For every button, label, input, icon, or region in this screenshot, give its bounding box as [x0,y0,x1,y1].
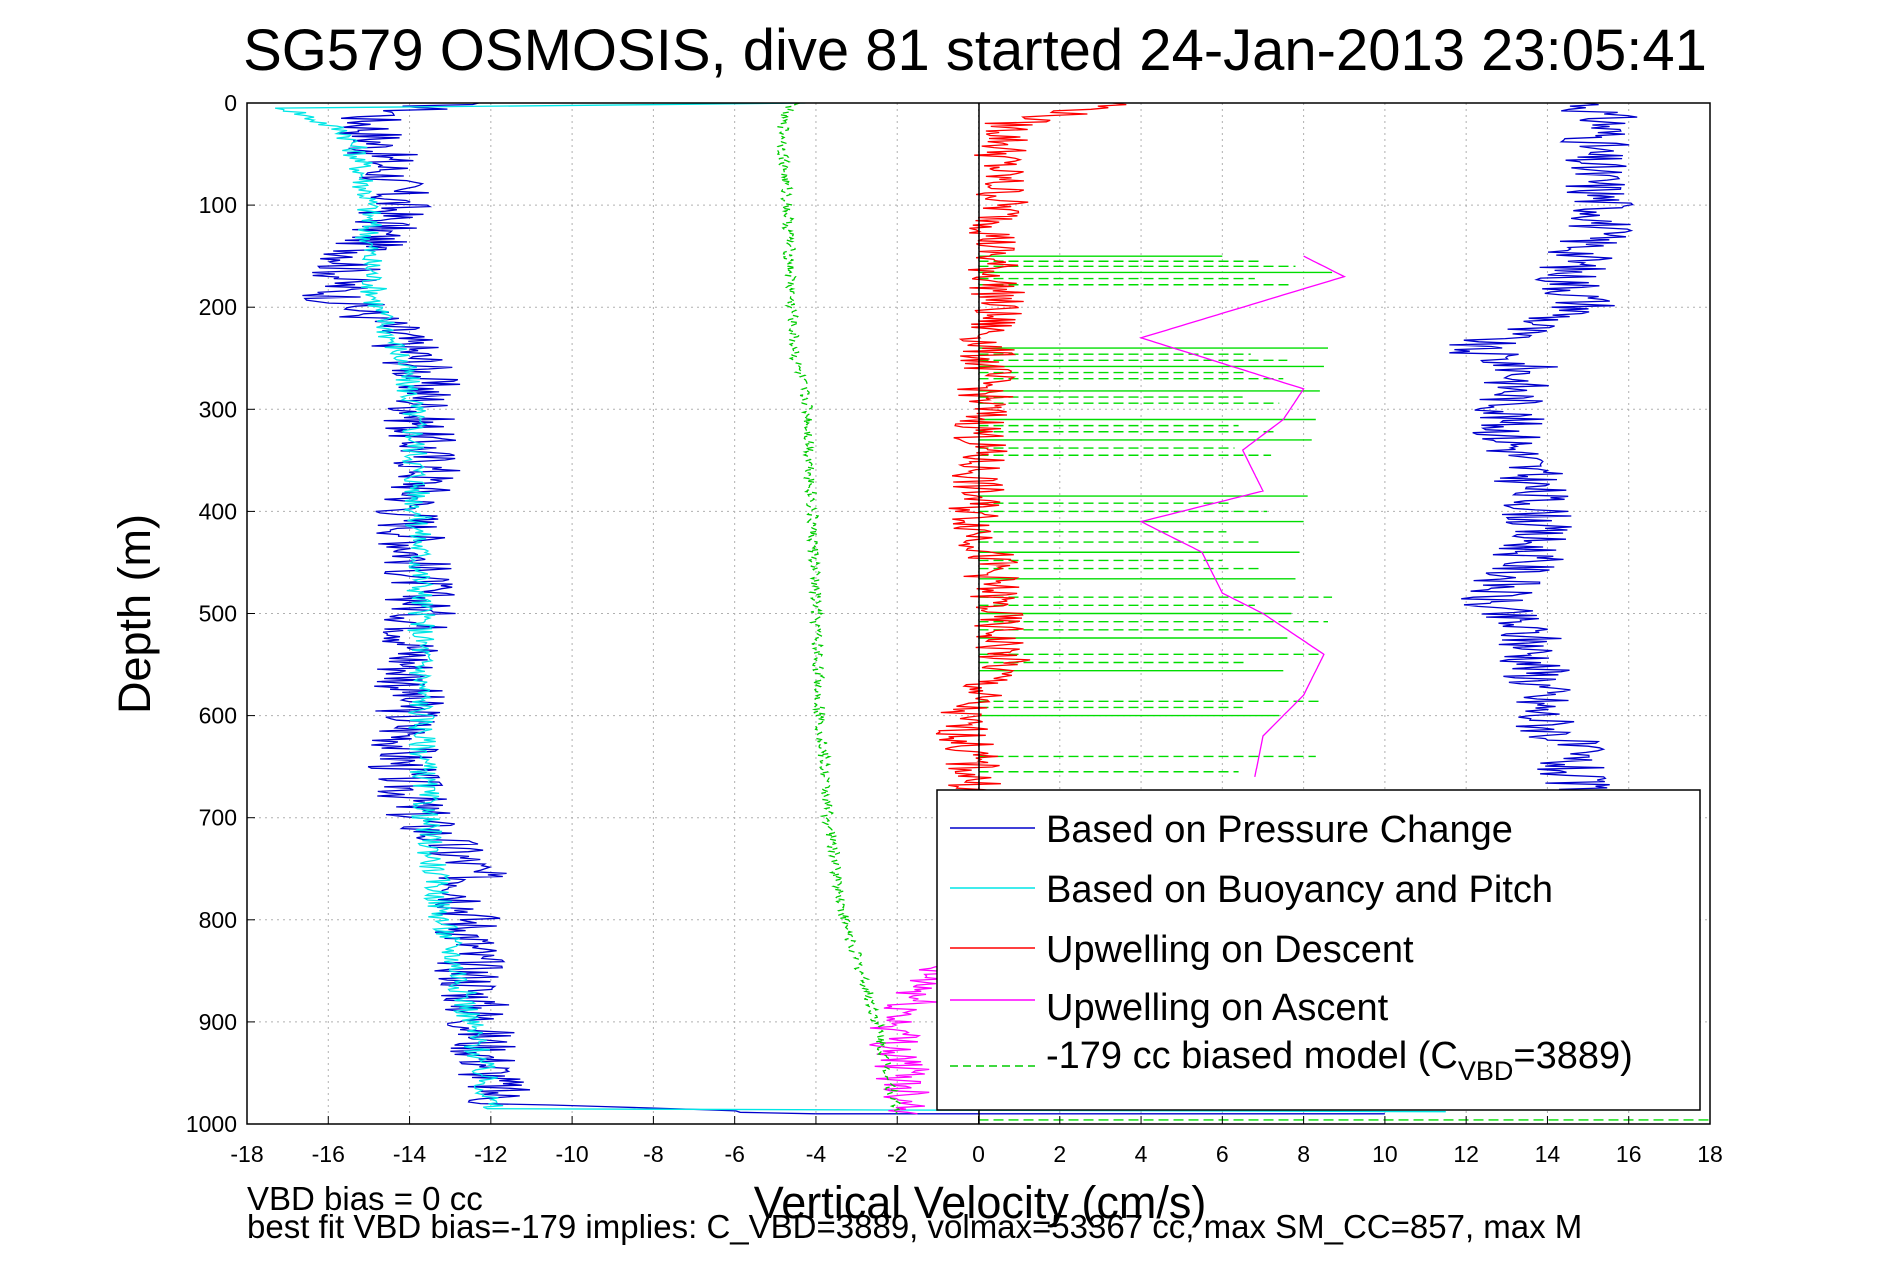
x-tick-label: 16 [1616,1141,1642,1167]
y-tick-label: 700 [199,805,237,831]
y-tick-label: 800 [199,907,237,933]
legend-label-pressure: Based on Pressure Change [1046,809,1513,851]
x-tick-label: 14 [1535,1141,1561,1167]
x-tick-label: -18 [230,1141,263,1167]
model-bursts [978,255,1710,1121]
y-tick-label: 0 [224,90,237,116]
y-tick-label: 100 [199,192,237,218]
legend: Based on Pressure Change Based on Buoyan… [936,789,1701,1111]
y-tick-label: 900 [199,1009,237,1035]
legend-label-model: -179 cc biased model (CVBD=3889) [1046,1035,1633,1086]
x-tick-label: 10 [1372,1141,1398,1167]
x-tick-label: -4 [806,1141,827,1167]
x-tick-label: -14 [393,1141,426,1167]
legend-box [936,789,1701,1111]
legend-model-prefix: -179 cc biased model (C [1046,1035,1458,1077]
series-upwelling-ascent [1138,255,1347,778]
y-tick-label: 400 [199,498,237,524]
x-tick-label: 12 [1453,1141,1479,1167]
legend-label-ascent: Upwelling on Ascent [1046,987,1389,1029]
series-pressure-change [1449,103,1638,798]
x-tick-label: 8 [1297,1141,1310,1167]
footnote-best-fit: best fit VBD bias=-179 implies: C_VBD=38… [247,1208,1582,1245]
series-buoyancy-pitch [274,103,1446,1113]
legend-label-descent: Upwelling on Descent [1046,929,1414,971]
legend-model-subscript: VBD [1458,1056,1514,1086]
x-tick-label: 0 [972,1141,985,1167]
y-tick-labels: 0 100 200 300 400 500 600 700 800 900 1000 [186,90,255,1137]
y-tick-label: 1000 [186,1111,237,1137]
y-tick-label: 600 [199,703,237,729]
x-tick-label: -6 [724,1141,744,1167]
x-tick-label: -10 [555,1141,588,1167]
footnote-vbd-bias: VBD bias = 0 cc [247,1180,483,1217]
x-tick-label: -8 [643,1141,663,1167]
series-upwelling-ascent [869,959,960,1115]
y-tick-label: 200 [199,294,237,320]
x-tick-label: -2 [887,1141,907,1167]
series-pressure-change [302,103,816,1115]
legend-label-buoyancy: Based on Buoyancy and Pitch [1046,869,1553,911]
x-tick-label: 6 [1216,1141,1229,1167]
x-axis-label: Vertical Velocity (cm/s) [754,1177,1207,1228]
y-tick-label: 500 [199,601,237,627]
x-tick-label: 18 [1697,1141,1723,1167]
x-tick-label: 4 [1135,1141,1148,1167]
series-model [776,103,902,1115]
y-tick-label: 300 [199,396,237,422]
series-upwelling-descent [935,103,1127,798]
series-group [274,103,1638,1115]
y-axis-label: Depth (m) [109,514,160,714]
x-tick-labels: -18 -16 -14 -12 -10 -8 -6 -4 -2 0 2 4 6 8 10 12 14 16 18 [230,1116,1723,1167]
x-tick-label: -16 [312,1141,345,1167]
x-tick-label: -12 [474,1141,507,1167]
chart-title: SG579 OSMOSIS, dive 81 started 24-Jan-20… [243,18,1707,83]
legend-model-suffix: =3889) [1513,1035,1632,1077]
x-tick-label: 2 [1053,1141,1066,1167]
